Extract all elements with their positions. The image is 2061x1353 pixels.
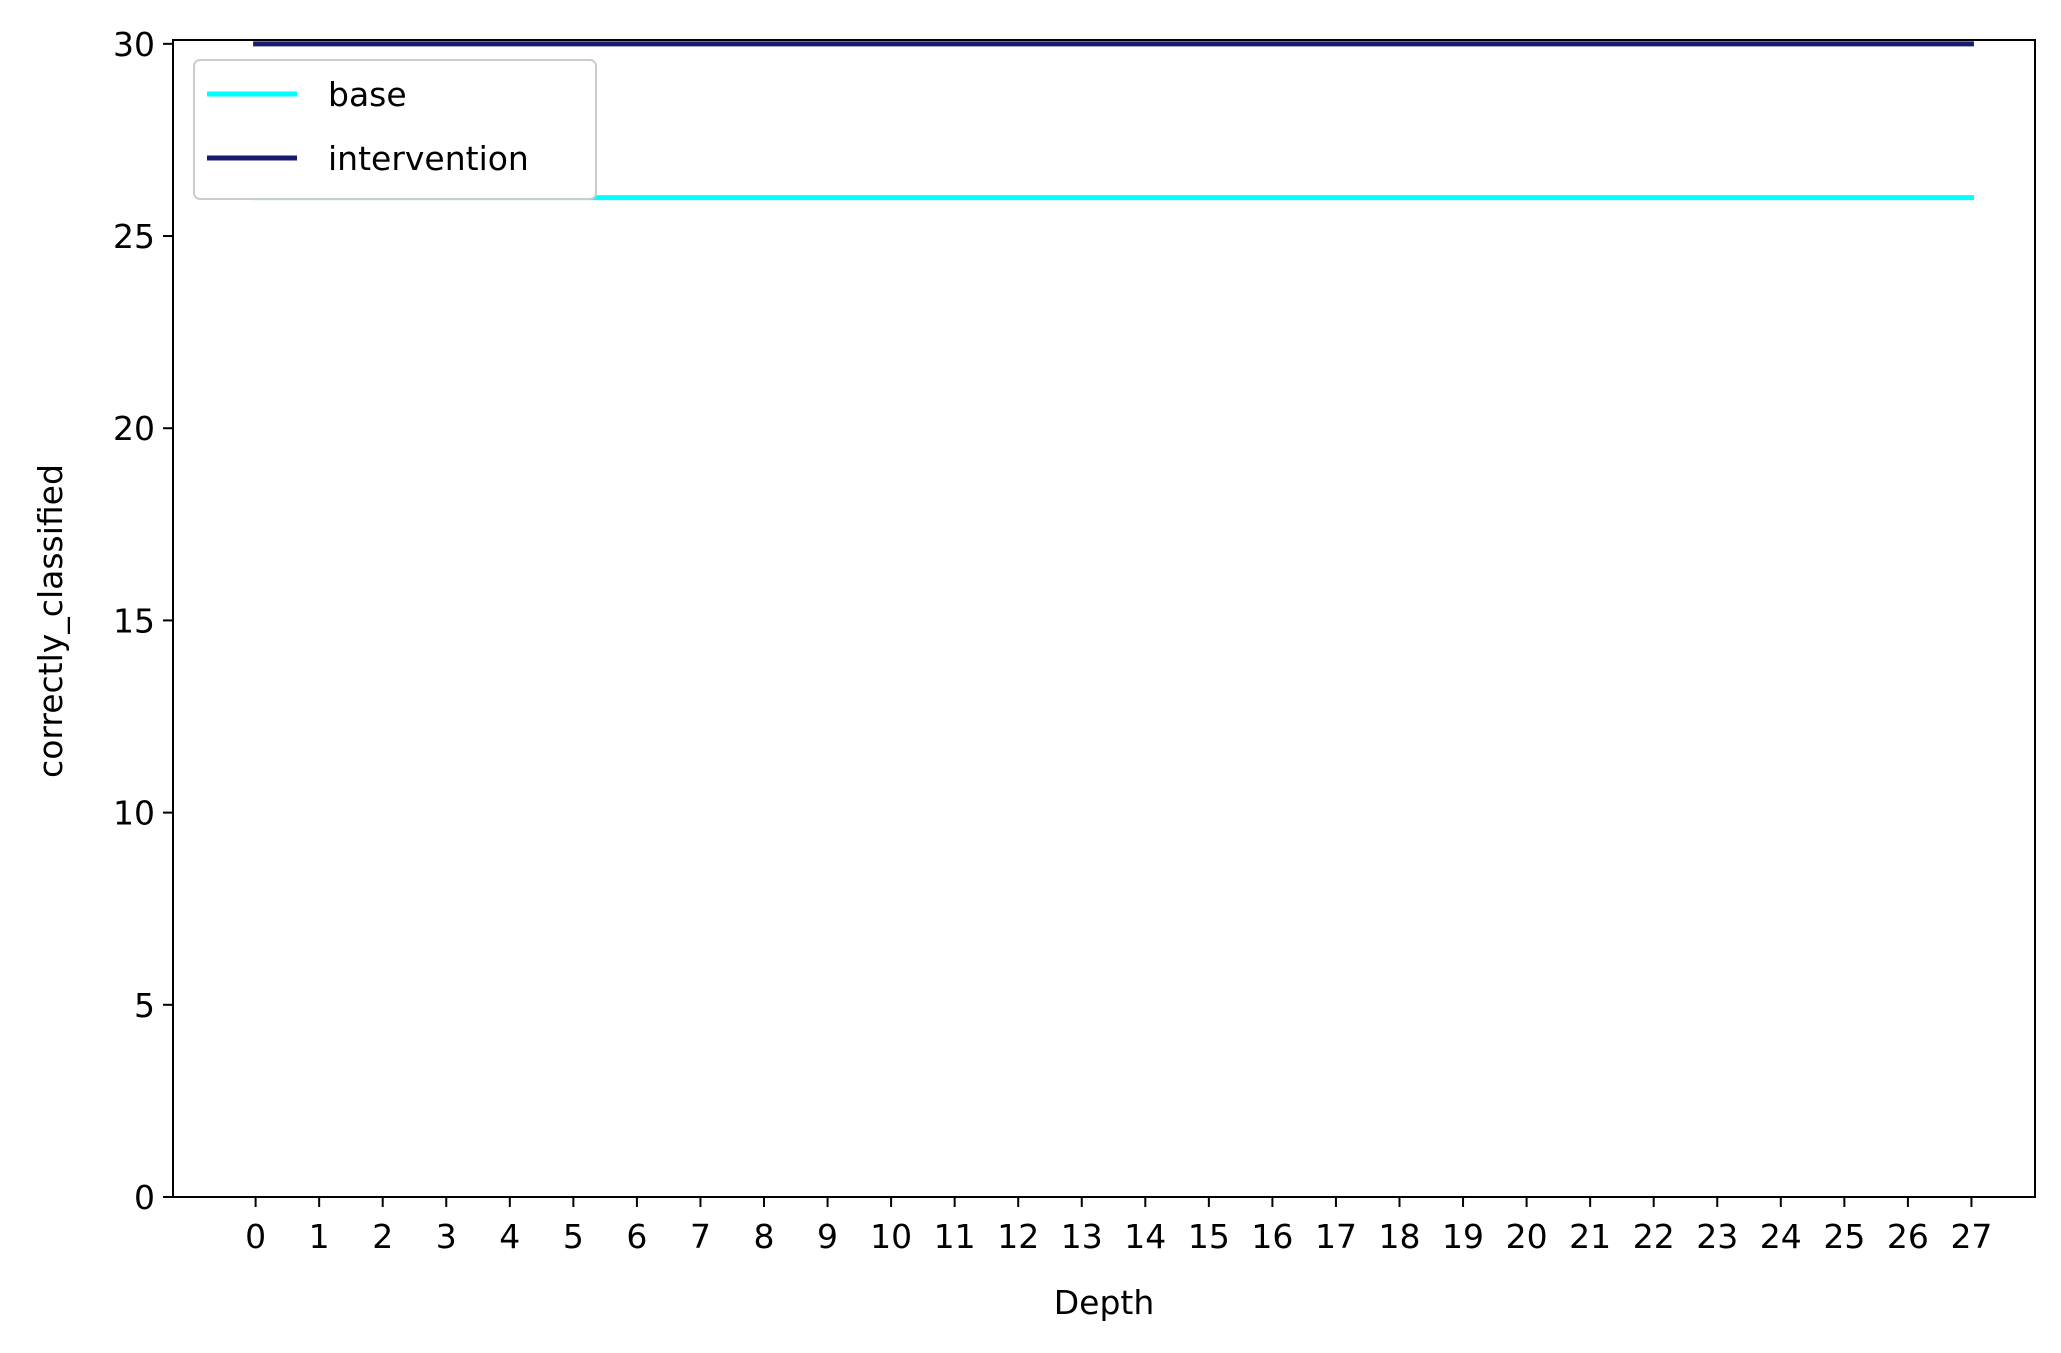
x-tick-label-21: 21 bbox=[1569, 1217, 1611, 1256]
x-tick-label-22: 22 bbox=[1633, 1217, 1675, 1256]
x-tick-label-10: 10 bbox=[870, 1217, 912, 1256]
x-tick-label-7: 7 bbox=[690, 1217, 711, 1256]
x-tick-label-9: 9 bbox=[817, 1217, 838, 1256]
x-tick-label-12: 12 bbox=[997, 1217, 1039, 1256]
x-tick-label-24: 24 bbox=[1760, 1217, 1802, 1256]
x-tick-label-0: 0 bbox=[245, 1217, 266, 1256]
legend-label-intervention: intervention bbox=[328, 139, 529, 178]
x-tick-label-19: 19 bbox=[1442, 1217, 1484, 1256]
y-tick-label-25: 25 bbox=[113, 217, 155, 256]
y-tick-label-5: 5 bbox=[134, 986, 155, 1025]
legend-label-base: base bbox=[328, 75, 407, 114]
y-tick-label-15: 15 bbox=[113, 601, 155, 640]
plot-frame bbox=[172, 39, 2036, 1198]
x-tick-label-14: 14 bbox=[1124, 1217, 1166, 1256]
x-tick-label-3: 3 bbox=[436, 1217, 457, 1256]
x-tick-label-26: 26 bbox=[1887, 1217, 1929, 1256]
x-tick-label-8: 8 bbox=[754, 1217, 775, 1256]
y-tick-label-20: 20 bbox=[113, 409, 155, 448]
x-tick-label-2: 2 bbox=[372, 1217, 393, 1256]
x-tick-label-1: 1 bbox=[309, 1217, 330, 1256]
y-axis-label: correctly_classified bbox=[31, 464, 70, 778]
x-tick-label-23: 23 bbox=[1696, 1217, 1738, 1256]
x-tick-label-16: 16 bbox=[1251, 1217, 1293, 1256]
x-tick-label-13: 13 bbox=[1061, 1217, 1103, 1256]
y-tick-label-0: 0 bbox=[134, 1178, 155, 1217]
x-tick-label-17: 17 bbox=[1315, 1217, 1357, 1256]
x-tick-label-18: 18 bbox=[1379, 1217, 1421, 1256]
x-tick-label-5: 5 bbox=[563, 1217, 584, 1256]
x-tick-label-11: 11 bbox=[934, 1217, 976, 1256]
x-axis-label: Depth bbox=[1054, 1283, 1155, 1322]
y-axis-ticks: 0 5 10 15 20 25 30 bbox=[113, 25, 173, 1217]
x-axis-ticks: 0 1 2 3 4 5 6 7 8 9 10 11 12 13 14 15 16 17 18 19 20 21 22 23 24… bbox=[245, 1197, 1992, 1256]
x-tick-label-20: 20 bbox=[1506, 1217, 1548, 1256]
x-tick-label-6: 6 bbox=[626, 1217, 647, 1256]
x-tick-label-4: 4 bbox=[499, 1217, 520, 1256]
y-tick-label-10: 10 bbox=[113, 794, 155, 833]
legend: base intervention bbox=[193, 59, 597, 200]
x-tick-label-27: 27 bbox=[1950, 1217, 1992, 1256]
x-tick-label-25: 25 bbox=[1823, 1217, 1865, 1256]
y-tick-label-30: 30 bbox=[113, 25, 155, 64]
x-tick-label-15: 15 bbox=[1188, 1217, 1230, 1256]
